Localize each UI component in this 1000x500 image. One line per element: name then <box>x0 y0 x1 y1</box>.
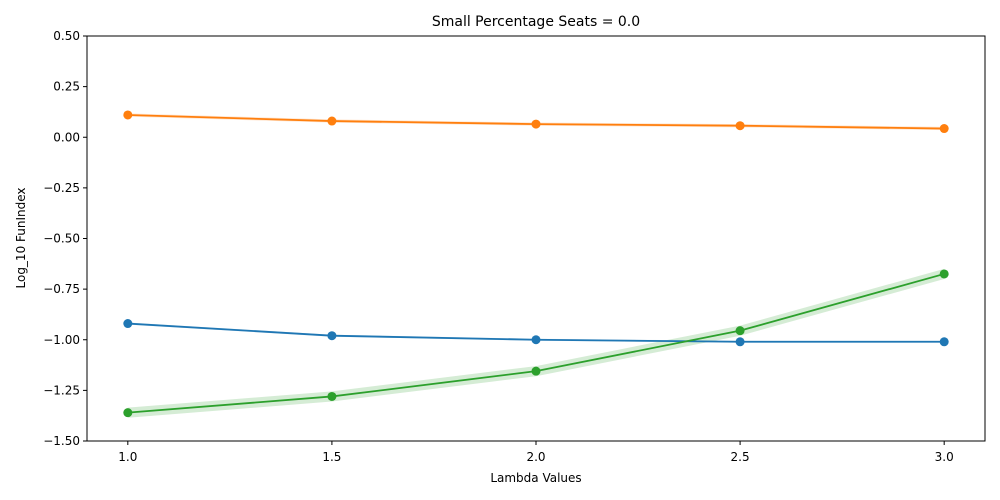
plot-frame <box>86 35 986 442</box>
y-tick-label: −0.75 <box>43 282 80 296</box>
x-axis-label: Lambda Values <box>490 471 581 485</box>
y-tick-label: 0.50 <box>53 29 80 43</box>
series-1-point <box>123 319 133 329</box>
series-points <box>123 110 949 418</box>
chart-title: Small Percentage Seats = 0.0 <box>432 14 640 30</box>
series-2-point <box>327 116 337 126</box>
series-3-point <box>327 391 337 401</box>
x-tick-label: 3.0 <box>935 450 954 464</box>
y-tick-label: −0.50 <box>43 232 80 246</box>
series-1-point <box>531 335 541 345</box>
series-1-point <box>327 331 337 341</box>
series-3-point <box>123 408 133 418</box>
series-2-point <box>939 124 949 134</box>
y-tick-label: −0.25 <box>43 181 80 195</box>
series-3-point <box>939 269 949 279</box>
y-axis-label: Log_10 FunIndex <box>14 187 28 288</box>
x-tick-label: 1.0 <box>118 450 137 464</box>
x-axis: 1.0 1.5 2.0 2.5 3.0 <box>118 441 954 464</box>
series-1-point <box>939 337 949 347</box>
y-axis: 0.50 0.25 0.00 −0.25 −0.50 −0.75 −1.00 −1.25 −1.… <box>43 29 87 448</box>
series-3-point <box>735 326 745 336</box>
x-tick-label: 1.5 <box>322 450 341 464</box>
series-2-point <box>531 119 541 129</box>
y-tick-label: −1.25 <box>43 383 80 397</box>
y-tick-label: 0.25 <box>53 80 80 94</box>
series-2-point <box>735 121 745 131</box>
series-3-point <box>531 366 541 376</box>
series-3-band <box>127 268 945 418</box>
series-1-point <box>735 337 745 347</box>
series-2-point <box>123 110 133 120</box>
x-tick-label: 2.5 <box>731 450 750 464</box>
x-tick-label: 2.0 <box>526 450 545 464</box>
y-tick-label: −1.50 <box>43 434 80 448</box>
y-tick-label: 0.00 <box>53 130 80 144</box>
y-tick-label: −1.00 <box>43 333 80 347</box>
